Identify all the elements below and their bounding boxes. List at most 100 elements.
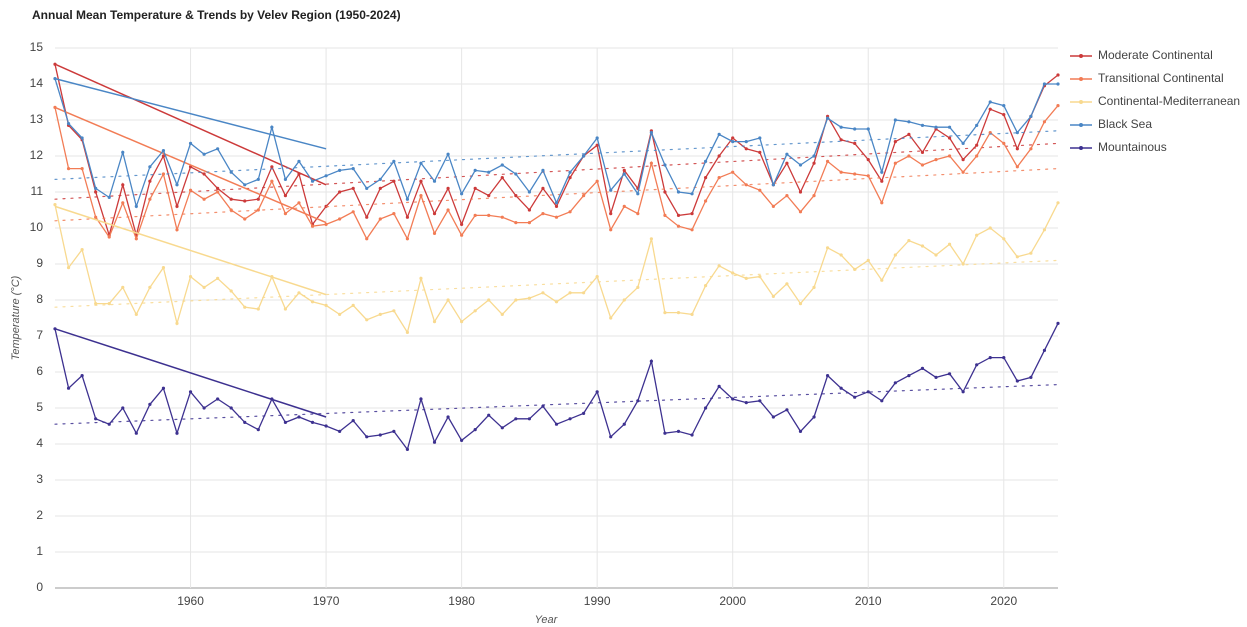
data-point — [1056, 73, 1060, 77]
data-point — [66, 266, 71, 270]
data-point — [893, 161, 897, 165]
data-point — [1029, 251, 1033, 255]
data-point — [175, 431, 179, 435]
data-point — [785, 408, 789, 412]
data-point — [731, 136, 735, 140]
data-point — [80, 136, 84, 140]
data-point — [310, 224, 315, 228]
data-point — [622, 298, 626, 302]
series-line — [54, 202, 1059, 335]
data-point — [731, 170, 735, 174]
legend-swatch — [1079, 54, 1083, 58]
x-tick-label: 1990 — [584, 594, 611, 608]
data-point — [148, 165, 152, 169]
data-point — [297, 159, 301, 163]
data-point — [880, 278, 884, 282]
data-point — [947, 372, 952, 376]
data-point — [609, 435, 613, 439]
data-point — [554, 300, 559, 304]
data-point — [825, 374, 830, 378]
data-point — [1015, 131, 1019, 135]
data-point — [527, 221, 531, 225]
data-point — [988, 100, 992, 104]
y-tick-label: 10 — [30, 220, 44, 234]
y-tick-label: 4 — [36, 436, 43, 450]
data-point — [798, 210, 803, 214]
data-point — [175, 228, 179, 232]
data-point — [243, 199, 247, 203]
data-point — [758, 188, 762, 192]
data-point — [690, 228, 694, 232]
data-point — [1042, 348, 1047, 352]
data-point — [338, 217, 342, 221]
data-point — [1042, 82, 1047, 86]
data-point — [229, 208, 233, 212]
data-point — [392, 212, 396, 216]
data-point — [161, 266, 166, 270]
data-point — [798, 190, 803, 194]
data-point — [1056, 82, 1060, 86]
data-point — [920, 123, 925, 127]
data-point — [446, 152, 450, 156]
data-point — [297, 291, 301, 295]
data-point — [229, 197, 233, 201]
data-point — [378, 177, 382, 181]
data-point — [934, 125, 938, 129]
data-point — [121, 201, 125, 205]
data-point — [94, 302, 98, 306]
data-point — [1056, 201, 1060, 205]
data-point — [731, 140, 735, 144]
data-point — [1002, 237, 1006, 241]
data-point — [866, 127, 870, 131]
data-point — [853, 172, 857, 176]
data-point — [53, 105, 57, 109]
data-point — [310, 300, 315, 304]
y-tick-label: 0 — [36, 580, 43, 594]
data-point — [880, 170, 884, 174]
data-point — [446, 415, 450, 419]
data-point — [975, 154, 979, 158]
data-point — [446, 208, 450, 212]
data-point — [161, 149, 166, 153]
data-point — [582, 411, 586, 415]
legend-swatch — [1079, 100, 1083, 104]
data-point — [758, 150, 762, 154]
data-point — [514, 172, 518, 176]
data-point — [853, 267, 857, 271]
y-tick-label: 7 — [36, 328, 43, 342]
data-point — [920, 163, 925, 167]
data-point — [365, 215, 369, 219]
data-point — [812, 415, 816, 419]
data-point — [53, 203, 57, 207]
data-point — [514, 221, 518, 225]
data-point — [460, 233, 464, 237]
series-line — [54, 105, 1059, 241]
data-point — [243, 183, 247, 187]
data-point — [663, 431, 667, 435]
data-point — [256, 307, 260, 311]
data-point — [256, 197, 260, 201]
data-point — [500, 426, 504, 430]
data-point — [107, 422, 111, 426]
data-point — [107, 302, 111, 306]
legend-label: Moderate Continental — [1098, 48, 1213, 62]
data-point — [744, 140, 748, 144]
data-point — [175, 183, 179, 187]
x-tick-label: 1970 — [313, 594, 340, 608]
data-point — [473, 213, 477, 217]
trend-line — [54, 168, 1059, 222]
data-point — [568, 417, 572, 421]
data-point — [947, 136, 952, 140]
data-point — [582, 291, 586, 295]
data-point — [270, 275, 274, 279]
data-point — [270, 165, 274, 169]
data-point — [80, 248, 84, 252]
data-point — [785, 282, 789, 286]
data-point — [785, 152, 789, 156]
data-point — [432, 440, 437, 444]
series-line — [54, 64, 1059, 238]
data-point — [961, 158, 965, 162]
data-point — [676, 224, 681, 228]
data-point — [66, 167, 71, 171]
data-point — [731, 271, 735, 275]
